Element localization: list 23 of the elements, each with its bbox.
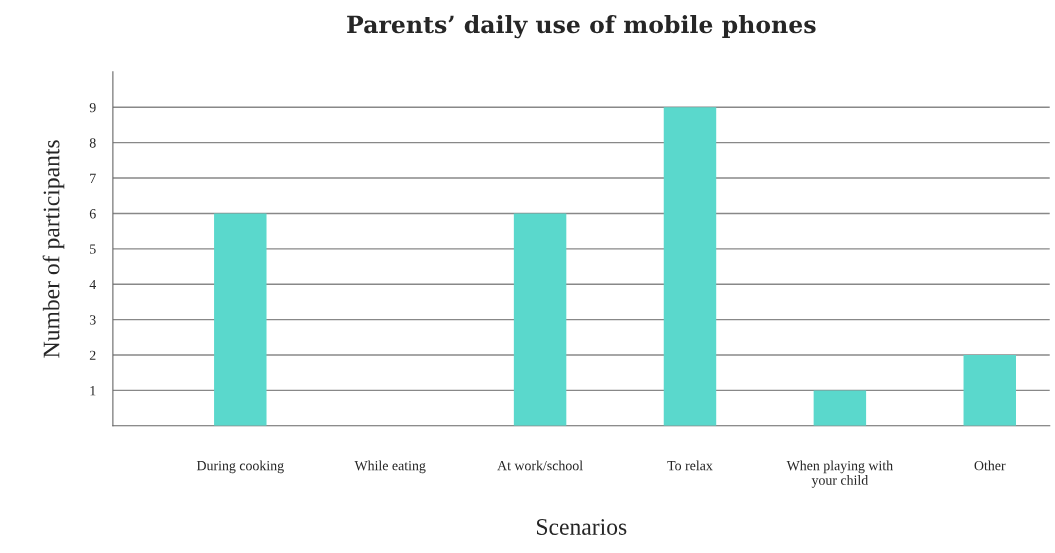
bar bbox=[813, 390, 867, 426]
y-tick-label: 8 bbox=[89, 138, 96, 148]
bar bbox=[663, 107, 717, 426]
x-tick-label: At work/school bbox=[497, 460, 583, 471]
x-tick-label: To relax bbox=[667, 460, 713, 471]
x-tick-label: Other bbox=[974, 460, 1006, 471]
y-tick-label: 2 bbox=[89, 350, 96, 360]
y-tick-label: 5 bbox=[90, 244, 96, 254]
bar bbox=[963, 355, 1016, 426]
x-tick-label: During cooking bbox=[196, 460, 284, 474]
bar bbox=[513, 213, 567, 426]
x-tick-label: While eating bbox=[354, 460, 426, 474]
y-tick-label: 1 bbox=[90, 386, 96, 396]
x-tick-label: When playing with your child bbox=[786, 460, 893, 488]
y-axis-title: Number of participants bbox=[42, 140, 65, 358]
y-tick-label: 3 bbox=[89, 315, 96, 325]
y-tick-label: 4 bbox=[89, 279, 96, 290]
y-tick-label: 7 bbox=[90, 173, 96, 183]
bar bbox=[214, 213, 267, 426]
x-axis-title: Scenarios bbox=[536, 519, 627, 535]
chart-title: Parents’ daily use of mobile phones bbox=[347, 15, 816, 39]
y-tick-label: 6 bbox=[89, 209, 96, 219]
y-tick-label: 9 bbox=[89, 102, 96, 113]
